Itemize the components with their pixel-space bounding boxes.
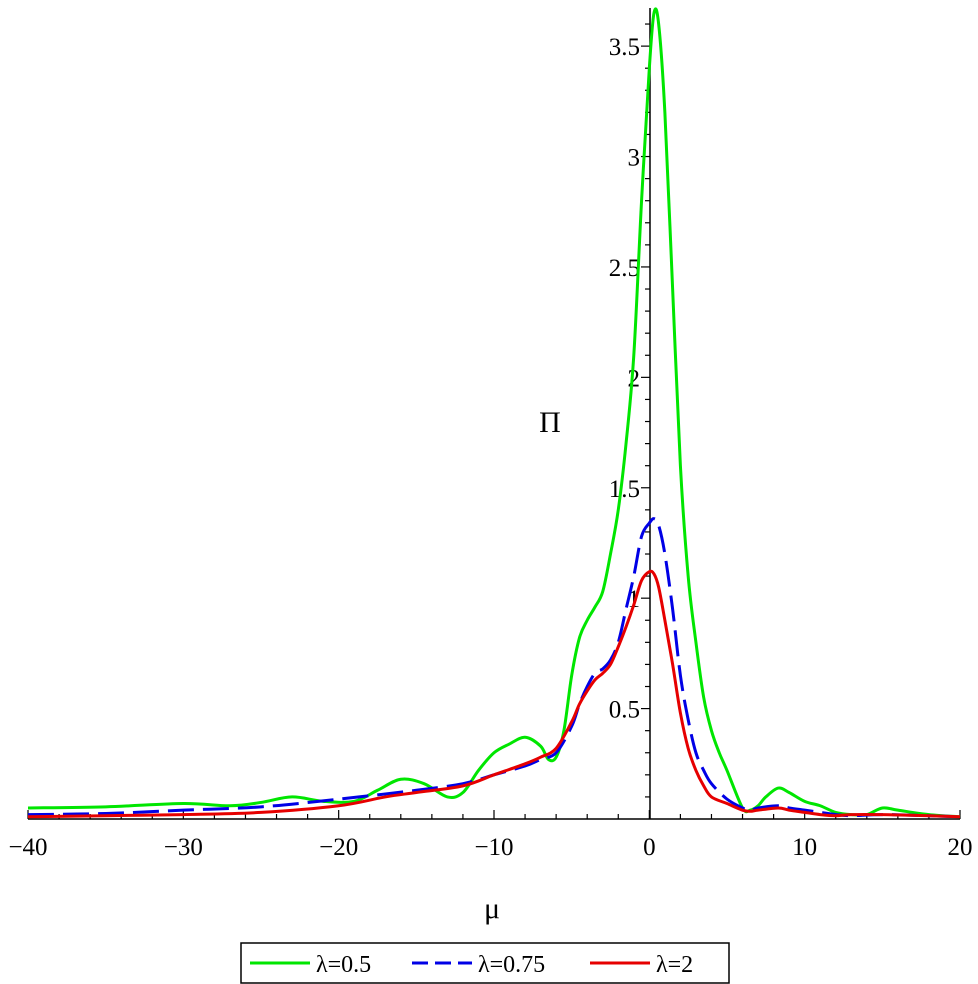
y-tick-label: 0.5 bbox=[609, 697, 640, 724]
axes bbox=[28, 8, 960, 820]
y-tick-label: 3.5 bbox=[609, 34, 640, 61]
x-tick-label: 10 bbox=[792, 834, 817, 861]
y-tick-label: 2.5 bbox=[609, 255, 640, 282]
legend-label-1: λ=0.75 bbox=[478, 952, 545, 978]
x-axis-label: μ bbox=[484, 892, 500, 925]
y-tick-label: 1.5 bbox=[609, 476, 640, 503]
x-tick-label: 0 bbox=[643, 834, 656, 861]
x-axis-ticks: −40 −30 −20 −10 0 10 20 bbox=[8, 810, 973, 861]
y-axis-label: Π bbox=[539, 406, 561, 439]
x-tick-label: −40 bbox=[8, 834, 47, 861]
x-tick-label: −30 bbox=[164, 834, 203, 861]
series-line-0 bbox=[27, 7, 961, 819]
legend-label-2: λ=2 bbox=[656, 952, 693, 978]
x-tick-label: −10 bbox=[474, 834, 513, 861]
legend-label-0: λ=0.5 bbox=[316, 952, 371, 978]
x-tick-label: 20 bbox=[948, 834, 973, 861]
series-line-2 bbox=[27, 569, 961, 819]
x-tick-label: −20 bbox=[319, 834, 358, 861]
series-line-1 bbox=[27, 517, 961, 819]
legend: λ=0.5 λ=0.75 λ=2 bbox=[240, 942, 730, 984]
series-layer bbox=[27, 7, 961, 819]
y-tick-label: 3 bbox=[628, 145, 641, 172]
